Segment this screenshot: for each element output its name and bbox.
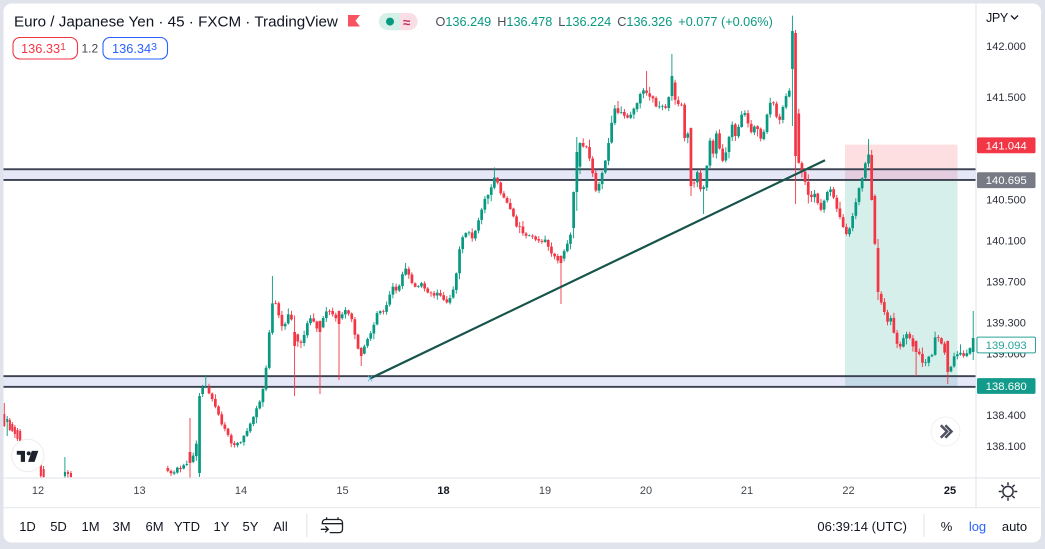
svg-text:141.500: 141.500	[986, 92, 1026, 104]
svg-text:19: 19	[539, 485, 551, 497]
svg-text:13: 13	[133, 485, 145, 497]
svg-text:21: 21	[741, 485, 753, 497]
svg-text:139.093: 139.093	[986, 340, 1027, 352]
svg-text:138.400: 138.400	[986, 410, 1026, 422]
svg-text:140.100: 140.100	[986, 236, 1026, 248]
svg-text:138.100: 138.100	[986, 441, 1026, 453]
svg-text:141.044: 141.044	[986, 140, 1027, 152]
svg-text:1Y: 1Y	[214, 519, 230, 534]
svg-text:YTD: YTD	[174, 519, 200, 534]
svg-text:14: 14	[235, 485, 247, 497]
svg-text:log: log	[969, 519, 986, 534]
svg-text:5D: 5D	[50, 519, 67, 534]
svg-text:5Y: 5Y	[243, 519, 259, 534]
svg-text:6M: 6M	[145, 519, 163, 534]
svg-text:Euro / Japanese Yen · 45 · FXC: Euro / Japanese Yen · 45 · FXCM · Tradin…	[14, 14, 338, 31]
svg-text:15: 15	[336, 485, 348, 497]
svg-text:≈: ≈	[403, 15, 411, 30]
svg-text:136.331: 136.331	[21, 41, 66, 56]
svg-text:12: 12	[32, 485, 44, 497]
svg-text:06:39:14 (UTC): 06:39:14 (UTC)	[817, 519, 907, 534]
svg-text:142.000: 142.000	[986, 41, 1026, 53]
svg-text:1.2: 1.2	[82, 42, 99, 56]
svg-text:136.343: 136.343	[112, 41, 157, 56]
svg-text:1D: 1D	[19, 519, 36, 534]
svg-text:3M: 3M	[112, 519, 130, 534]
svg-text:139.300: 139.300	[986, 318, 1026, 330]
svg-text:auto: auto	[1002, 519, 1027, 534]
svg-text:20: 20	[640, 485, 652, 497]
svg-text:%: %	[941, 519, 953, 534]
svg-text:140.500: 140.500	[986, 195, 1026, 207]
svg-text:All: All	[273, 519, 288, 534]
svg-text:138.680: 138.680	[986, 381, 1027, 393]
svg-text:22: 22	[842, 485, 854, 497]
svg-text:18: 18	[437, 485, 449, 497]
svg-text:25: 25	[944, 485, 956, 497]
svg-text:1M: 1M	[81, 519, 99, 534]
svg-text:139.700: 139.700	[986, 277, 1026, 289]
svg-text:140.695: 140.695	[986, 175, 1027, 187]
svg-text:JPY: JPY	[986, 11, 1009, 25]
